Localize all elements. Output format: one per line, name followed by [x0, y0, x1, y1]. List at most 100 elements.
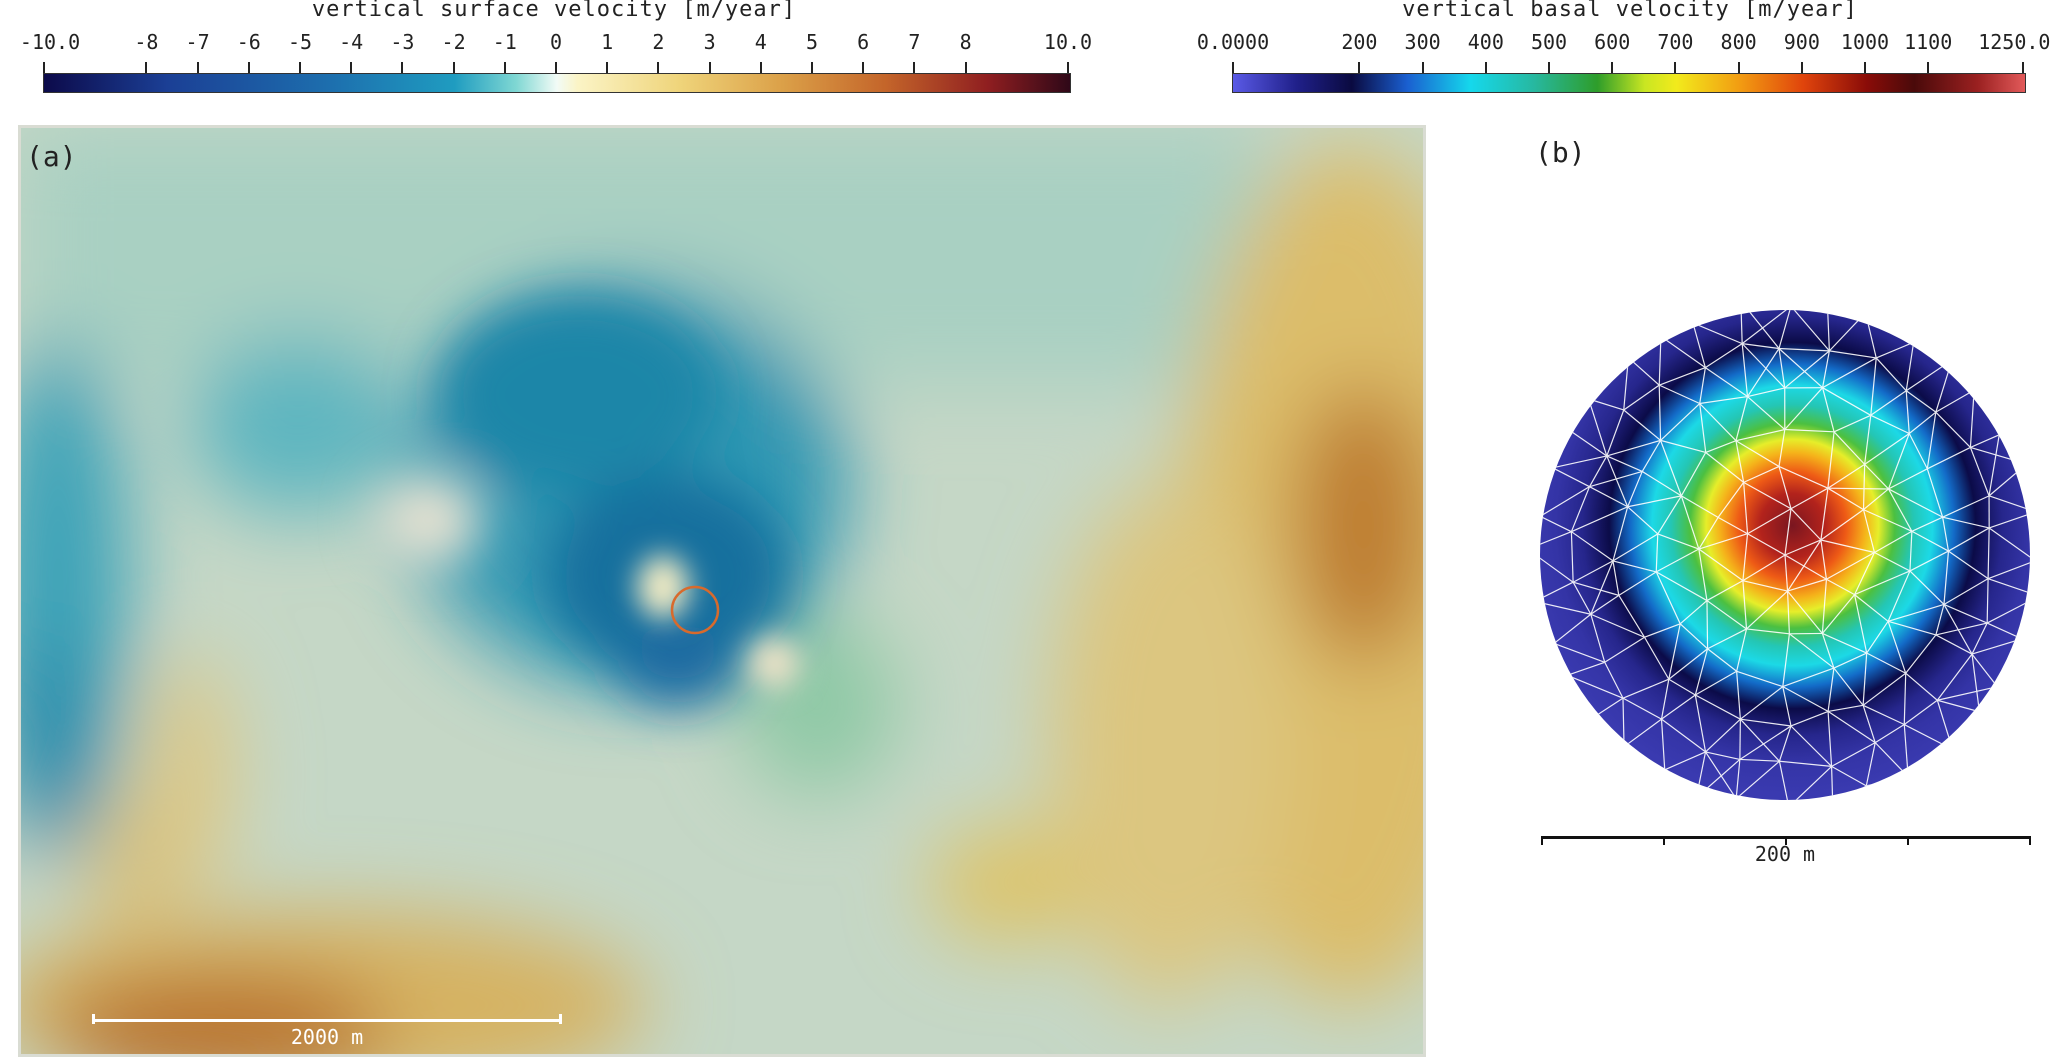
basal-colorbar-title: vertical basal velocity [m/year]: [1402, 0, 1858, 22]
mesh-edge: [1935, 604, 1945, 636]
mesh-edge: [1969, 447, 1990, 497]
mesh-edge: [1789, 807, 1833, 808]
mesh-edge: [1717, 482, 1745, 518]
mesh-edge: [1622, 678, 1670, 699]
mesh-edge: [1787, 539, 1822, 592]
surface-colorbar-tick-mark: [452, 62, 455, 74]
surface-colorbar-tick-label: 5: [805, 30, 819, 54]
mesh-edge: [1553, 613, 1592, 644]
mesh-edge: [1739, 758, 1780, 762]
mesh-edge: [1623, 384, 1660, 411]
mesh-edge: [1778, 465, 1829, 489]
mesh-edge: [1743, 481, 1792, 510]
mesh-edge: [1926, 468, 1944, 518]
mesh-edge: [1657, 495, 1682, 535]
mesh-edge: [1830, 766, 1834, 800]
mesh-edge: [1986, 578, 1989, 624]
mesh-edge: [1943, 603, 1988, 624]
mesh-edge: [1618, 595, 1646, 638]
mesh-edge: [1606, 455, 1629, 507]
mesh-edge: [1782, 686, 1829, 712]
mesh-edge: [1987, 578, 2030, 597]
mesh-edge: [1747, 508, 1792, 535]
mesh-edge: [1865, 742, 1876, 786]
mesh-edge: [1612, 560, 1657, 573]
mesh-edge: [1571, 506, 1628, 533]
basal-colorbar-tick-mark: [1674, 62, 1677, 74]
mesh-edge: [1717, 516, 1748, 535]
mesh-edge: [1699, 403, 1707, 453]
surface-colorbar-tick-label: -2: [441, 30, 466, 54]
mesh-edge: [1937, 686, 1998, 701]
mesh-edge: [1969, 390, 1975, 448]
surface-colorbar-tick-label: 0: [549, 30, 563, 54]
mesh-edge: [1942, 495, 1990, 518]
surface-colorbar-tick-mark: [503, 62, 506, 74]
mesh-edge: [1827, 667, 1835, 712]
mesh-edge: [1740, 686, 1784, 720]
mesh-edge: [1887, 620, 1937, 636]
surface-colorbar-title: vertical surface velocity [m/year]: [311, 0, 797, 22]
mesh-edge: [1540, 548, 1574, 583]
mesh-edge: [1778, 466, 1792, 509]
mesh-edge: [1870, 414, 1910, 435]
mesh-edge: [1864, 463, 1889, 490]
basal-colorbar-tick-mark: [1927, 62, 1930, 74]
mesh-edge: [1943, 578, 1989, 605]
mesh-edge: [1606, 409, 1625, 457]
mesh-edge: [1821, 350, 1830, 388]
mesh-edge: [1572, 560, 1614, 583]
mesh-edge: [1743, 465, 1780, 483]
mesh-edge: [1660, 403, 1701, 441]
basal-colorbar-tick-mark: [1611, 62, 1614, 74]
mesh-edge: [1784, 508, 1792, 556]
surface-colorbar-tick-label: -6: [236, 30, 261, 54]
mesh-edge: [1827, 310, 1830, 351]
mesh-edge: [2026, 463, 2030, 512]
mesh-edge: [1870, 357, 1877, 416]
mesh-edge: [1740, 310, 1743, 344]
mesh-edge: [1659, 440, 1682, 497]
surface-colorbar-tick-mark: [708, 62, 711, 74]
mesh-edge: [1741, 310, 1792, 345]
mesh-edge: [1888, 488, 1943, 518]
mesh-edge: [1706, 600, 1747, 630]
mesh-edge: [2035, 512, 2036, 561]
mesh-edge: [2035, 561, 2039, 596]
mesh-edge: [1905, 634, 1937, 674]
mesh-edge: [1905, 390, 1910, 434]
basal-colorbar-tick-label: 700: [1657, 30, 1694, 54]
surface-colorbar-tick-label: 8: [959, 30, 972, 54]
surface-colorbar-tick-mark: [606, 62, 609, 74]
basal-colorbar-tick-mark: [2022, 62, 2024, 74]
mesh-edge: [1695, 670, 1737, 696]
surface-colorbar-tick-label: -4: [339, 30, 364, 54]
mesh-edge: [1694, 694, 1707, 753]
mesh-edge: [1827, 704, 1864, 712]
basal-colorbar-tick-label: 300: [1404, 30, 1441, 54]
mesh-edge: [1789, 633, 1835, 669]
mesh-edge: [1786, 591, 1790, 634]
panel-a-label: (a): [26, 140, 77, 173]
mesh-edge: [1784, 539, 1822, 556]
mesh-edge: [1821, 579, 1828, 634]
mesh-edge: [1911, 530, 1949, 552]
mesh-edge: [1705, 751, 1740, 761]
mesh-edge: [1692, 322, 1743, 345]
mesh-edge: [1988, 434, 2000, 496]
mesh-edge: [1641, 470, 1682, 497]
panel-b-scale-tick-3: [1785, 836, 1787, 845]
mesh-edge: [1829, 350, 1877, 359]
surface-colorbar-tick-label: -8: [134, 30, 159, 54]
mesh-edge: [1589, 486, 1628, 508]
mesh-edge: [1747, 396, 1786, 430]
mesh-edge: [1948, 527, 1990, 552]
mesh-edge: [1699, 367, 1706, 404]
mesh-edge: [1735, 428, 1785, 442]
basal-colorbar-tick-mark: [1800, 62, 1803, 74]
mesh-edge: [1927, 446, 1971, 470]
mesh-edge: [1659, 367, 1706, 386]
mesh-edge: [1739, 725, 1792, 760]
mesh-edge: [1679, 600, 1708, 625]
mesh-edge: [1705, 367, 1748, 398]
